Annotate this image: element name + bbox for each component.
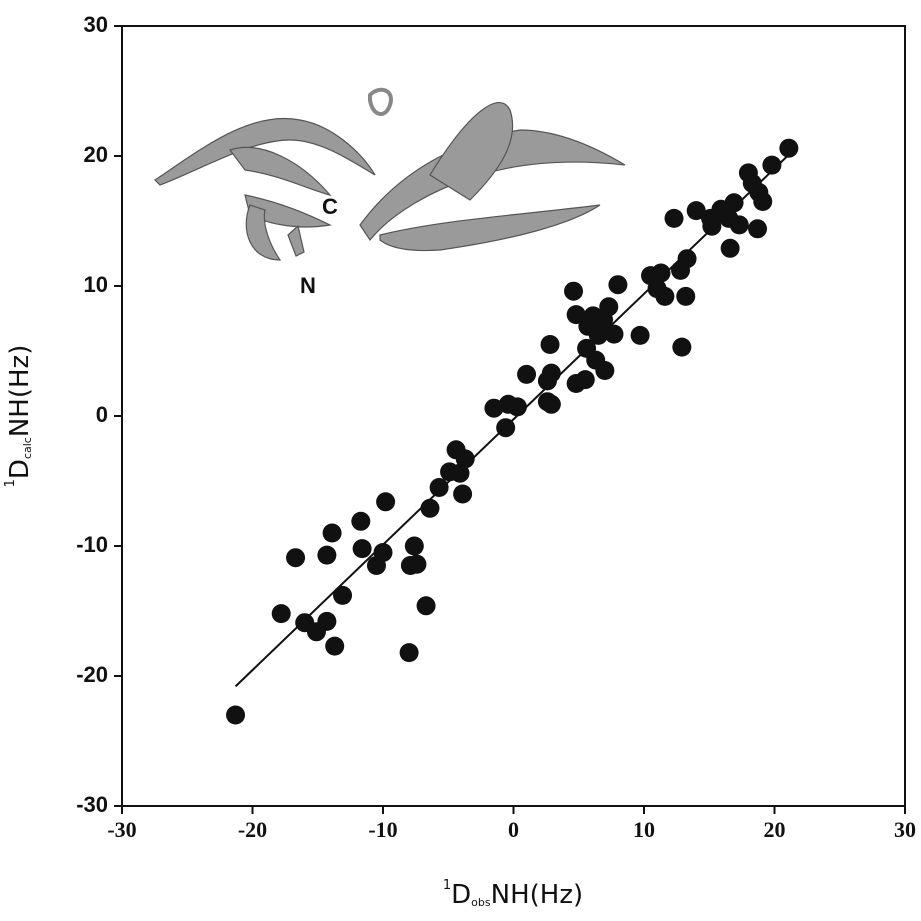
point bbox=[541, 363, 561, 383]
point bbox=[333, 585, 353, 605]
point bbox=[599, 297, 619, 317]
y-tick-label: -10 bbox=[76, 532, 108, 557]
y-tick-label: -30 bbox=[76, 792, 108, 817]
point bbox=[779, 138, 799, 158]
label-rest: NH(Hz) bbox=[5, 345, 35, 438]
point bbox=[325, 636, 345, 656]
point bbox=[271, 604, 291, 624]
point bbox=[407, 554, 427, 574]
point bbox=[729, 215, 749, 235]
x-tick-label: 0 bbox=[508, 817, 519, 842]
point bbox=[753, 192, 773, 211]
point bbox=[373, 543, 393, 562]
point bbox=[404, 536, 424, 556]
point bbox=[317, 545, 337, 565]
point bbox=[686, 201, 706, 221]
point bbox=[416, 596, 436, 616]
point bbox=[720, 238, 740, 258]
point bbox=[655, 286, 675, 306]
point bbox=[702, 216, 722, 236]
point bbox=[453, 484, 473, 504]
point bbox=[564, 281, 584, 301]
point bbox=[517, 364, 537, 384]
point bbox=[484, 398, 504, 418]
point bbox=[595, 361, 615, 380]
point bbox=[351, 511, 371, 531]
point bbox=[450, 463, 470, 483]
label-main: D bbox=[451, 880, 471, 910]
y-tick-label: 10 bbox=[84, 272, 108, 297]
annotation: C bbox=[322, 194, 338, 219]
label-sup: 1 bbox=[443, 878, 451, 893]
point bbox=[376, 492, 396, 512]
y-tick-label: 20 bbox=[84, 142, 108, 167]
point bbox=[664, 208, 684, 228]
point bbox=[322, 523, 342, 543]
point bbox=[420, 498, 440, 518]
x-axis-label: 1DobsNH(Hz) bbox=[443, 878, 583, 910]
point bbox=[608, 275, 628, 295]
annotation: N bbox=[300, 273, 316, 298]
point bbox=[455, 449, 475, 469]
point bbox=[317, 611, 337, 631]
point bbox=[507, 397, 527, 417]
point bbox=[352, 539, 372, 559]
x-tick-label: 30 bbox=[894, 817, 916, 842]
point bbox=[286, 548, 306, 568]
y-tick-label: 0 bbox=[96, 402, 108, 427]
label-sub: obs bbox=[471, 896, 491, 909]
point bbox=[604, 324, 624, 344]
point bbox=[541, 394, 561, 414]
point bbox=[496, 418, 516, 438]
label-sup: 1 bbox=[3, 479, 18, 487]
x-tick-label: -20 bbox=[238, 817, 267, 842]
x-tick-label: -10 bbox=[368, 817, 397, 842]
y-tick-label: -20 bbox=[76, 662, 108, 687]
point bbox=[651, 263, 671, 283]
point bbox=[676, 286, 696, 306]
x-tick-label: 10 bbox=[633, 817, 655, 842]
label-sub: calc bbox=[21, 437, 34, 459]
fit-line bbox=[234, 152, 791, 688]
point bbox=[575, 370, 595, 390]
x-tick-label: 20 bbox=[764, 817, 786, 842]
y-axis-label: 1DcalcNH(Hz) bbox=[3, 345, 35, 488]
protein-ribbon bbox=[154, 87, 626, 261]
point bbox=[762, 155, 782, 175]
y-tick-label: 30 bbox=[84, 12, 108, 37]
point bbox=[429, 478, 449, 497]
point bbox=[748, 219, 768, 239]
point bbox=[677, 249, 697, 269]
point bbox=[724, 193, 744, 213]
point bbox=[566, 305, 586, 325]
x-tick-label: -30 bbox=[107, 817, 136, 842]
point bbox=[399, 643, 419, 663]
label-rest: NH(Hz) bbox=[491, 880, 584, 910]
point bbox=[540, 335, 560, 354]
point bbox=[226, 705, 246, 725]
point bbox=[672, 337, 692, 357]
label-main: D bbox=[5, 459, 35, 479]
point bbox=[588, 325, 608, 345]
point bbox=[630, 325, 650, 345]
